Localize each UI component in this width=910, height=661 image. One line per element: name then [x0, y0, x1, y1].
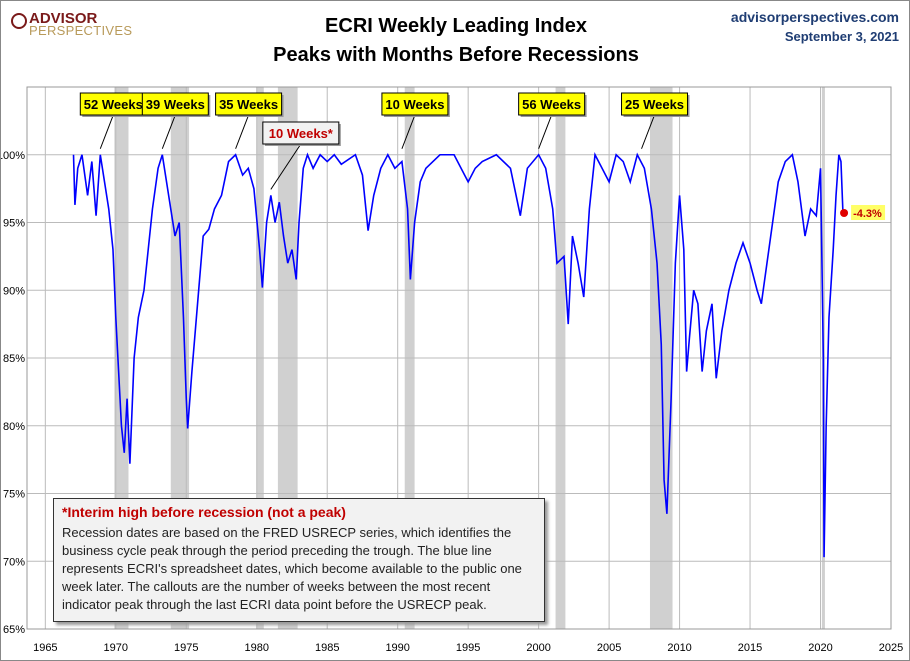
- x-tick-label: 2010: [667, 642, 691, 654]
- chart-subtitle: Peaks with Months Before Recessions: [273, 44, 639, 66]
- callout-label: 25 Weeks: [625, 97, 684, 112]
- callout-box: [621, 92, 689, 116]
- compass-logo-icon: [11, 13, 27, 29]
- callout-label: 35 Weeks: [219, 97, 278, 112]
- logo-line2: PERSPECTIVES: [29, 23, 133, 38]
- x-tick-label: 1975: [174, 642, 198, 654]
- x-tick-label: 1995: [456, 642, 480, 654]
- x-tick-label: 1990: [385, 642, 409, 654]
- callout-box: [518, 92, 586, 116]
- callout-label: 52 Weeks: [84, 97, 143, 112]
- plot-border: [26, 86, 892, 630]
- callout-pointer: [235, 114, 250, 149]
- callout-box: [262, 121, 340, 145]
- callout-box: [381, 92, 449, 116]
- x-tick-label: 1970: [104, 642, 128, 654]
- x-tick-label: 1965: [33, 642, 57, 654]
- note-heading: *Interim high before recession (not a pe…: [62, 504, 346, 520]
- y-tick-label: 90%: [3, 285, 25, 297]
- chart-date: September 3, 2021: [784, 29, 899, 44]
- y-tick-label: 80%: [3, 421, 25, 433]
- callout-label: 39 Weeks: [146, 97, 205, 112]
- x-tick-label: 2000: [526, 642, 550, 654]
- note-box: *Interim high before recession (not a pe…: [53, 498, 545, 622]
- x-tick-label: 1980: [245, 642, 269, 654]
- y-tick-label: 70%: [3, 556, 25, 568]
- y-tick-label: 75%: [3, 489, 25, 501]
- y-tick-label: 65%: [3, 624, 25, 636]
- callout-pointer: [538, 114, 553, 149]
- y-tick-label: 100%: [1, 150, 25, 162]
- callout-label: 10 Weeks*: [269, 126, 334, 141]
- last-point-marker: [840, 209, 849, 218]
- callout-label: 10 Weeks: [385, 97, 444, 112]
- callout-pointer: [641, 114, 655, 149]
- x-tick-label: 2015: [738, 642, 762, 654]
- x-tick-label: 1985: [315, 642, 339, 654]
- site-url: advisorperspectives.com: [730, 9, 899, 25]
- callout-label: 56 Weeks: [522, 97, 581, 112]
- last-point-label-bg: [851, 205, 886, 221]
- note-body: Recession dates are based on the FRED US…: [62, 525, 522, 612]
- chart-title: ECRI Weekly Leading Index: [325, 15, 587, 37]
- x-tick-label: 2020: [808, 642, 832, 654]
- y-tick-label: 85%: [3, 353, 25, 365]
- callout-box: [215, 92, 283, 116]
- callout-pointer: [401, 114, 416, 149]
- logo-line1: ADVISOR: [29, 10, 98, 27]
- callout-pointer: [270, 143, 302, 190]
- last-point-label: -4.3%: [853, 208, 882, 220]
- x-tick-label: 2005: [597, 642, 621, 654]
- y-tick-label: 95%: [3, 218, 25, 230]
- x-tick-label: 2025: [879, 642, 903, 654]
- callout-box: [141, 92, 209, 116]
- callout-pointer: [99, 114, 114, 149]
- callout-pointer: [161, 114, 176, 149]
- index-line: [72, 152, 845, 558]
